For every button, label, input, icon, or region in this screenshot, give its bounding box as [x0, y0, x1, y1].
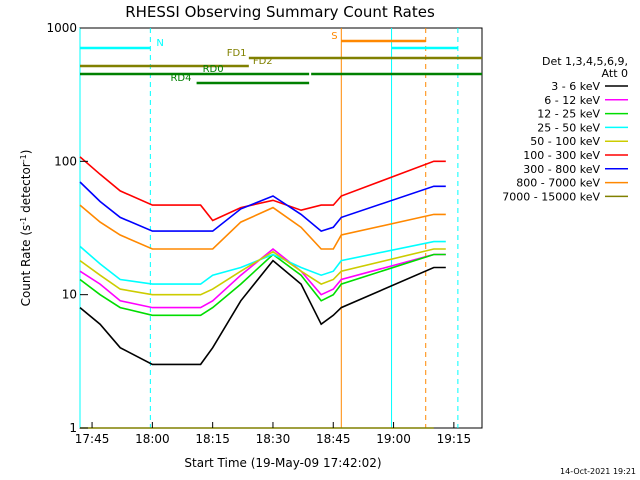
y-tick-label-3: 1000	[46, 21, 77, 35]
legend-header-0: Det 1,3,4,5,6,9,	[542, 55, 628, 68]
state-bar-label-0: N	[156, 38, 163, 49]
series-line-6	[79, 181, 446, 232]
state-bar-label-7: RD4	[170, 73, 191, 84]
legend-entry-6: 300 - 800 keV	[523, 163, 600, 176]
y-axis-ticks: 1 10 100 1000	[46, 21, 88, 435]
legend-entry-0: 3 - 6 keV	[551, 80, 600, 93]
chart-title: RHESSI Observing Summary Count Rates	[125, 3, 435, 21]
legend-entry-1: 6 - 12 keV	[544, 94, 600, 107]
state-bar-label-4: FD2	[253, 56, 273, 67]
state-bars: N S FD1 FD2 RD0 RD4	[80, 31, 482, 85]
footer-timestamp: 14-Oct-2021 19:21	[560, 467, 636, 476]
state-bar-label-5: RD0	[203, 64, 224, 75]
legend-entry-7: 800 - 7000 keV	[516, 177, 600, 190]
series-line-7	[79, 204, 446, 250]
series-lines	[79, 156, 446, 429]
series-line-0	[79, 259, 446, 366]
y-axis-label: Count Rate (s-1 detector-1)	[19, 150, 34, 307]
legend-entry-5: 100 - 300 keV	[523, 149, 600, 162]
x-tick-label-1: 18:00	[135, 432, 170, 446]
series-line-2	[79, 253, 446, 317]
y-tick-label-1: 10	[62, 288, 77, 302]
vertical-markers	[79, 28, 459, 428]
x-axis-label: Start Time (19-May-09 17:42:02)	[184, 456, 381, 470]
legend-entry-2: 12 - 25 keV	[537, 108, 600, 121]
legend-entry-4: 50 - 100 keV	[530, 135, 600, 148]
legend-header-1: Att 0	[602, 67, 628, 80]
series-line-5	[79, 156, 446, 222]
state-bar-label-3: FD1	[227, 48, 247, 59]
x-tick-label-6: 19:15	[437, 432, 472, 446]
plot-frame	[79, 27, 483, 429]
series-line-4	[79, 248, 446, 296]
x-tick-label-5: 19:00	[376, 432, 411, 446]
x-tick-label-3: 18:30	[256, 432, 291, 446]
legend-entry-8: 7000 - 15000 keV	[502, 190, 600, 203]
x-tick-label-2: 18:15	[195, 432, 230, 446]
legend-entry-3: 25 - 50 keV	[537, 121, 600, 134]
state-bar-label-2: S	[331, 31, 337, 42]
x-axis-ticks: 17:45 18:00 18:15 18:30 18:45 19:00 19:15	[75, 422, 471, 446]
y-tick-label-2: 100	[54, 154, 77, 168]
x-tick-label-0: 17:45	[75, 432, 110, 446]
y-tick-label-0: 1	[69, 421, 77, 435]
x-tick-label-4: 18:45	[316, 432, 351, 446]
